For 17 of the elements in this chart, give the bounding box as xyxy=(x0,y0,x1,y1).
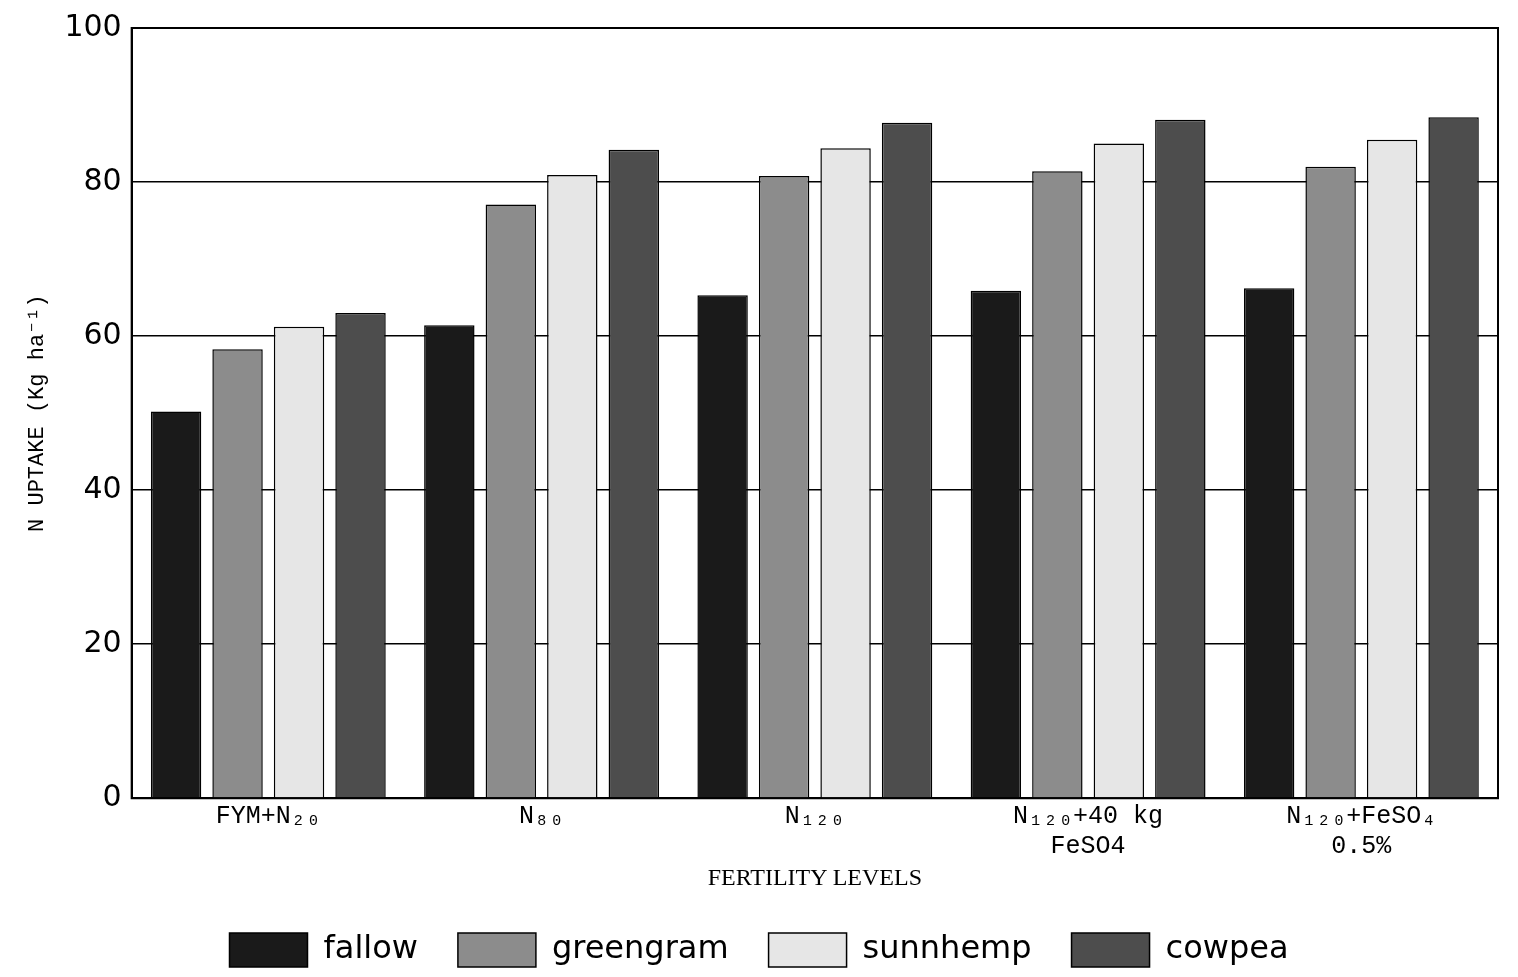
y-tick-label: 40 xyxy=(83,469,122,505)
y-tick-label: 0 xyxy=(102,778,122,813)
x-tick-label: FYM+N₂₀ xyxy=(215,801,321,831)
y-axis-title: N UPTAKE (Kg ha⁻¹) xyxy=(25,294,51,532)
y-tick-label: 60 xyxy=(83,315,122,351)
x-tick-label: N₁₂₀+FeSO₄ 0.5% xyxy=(1286,801,1437,861)
legend-label: fallow xyxy=(323,928,418,967)
y-tick-label: 80 xyxy=(83,161,122,197)
legend-label: cowpea xyxy=(1165,928,1289,967)
y-tick-label: 20 xyxy=(83,623,122,659)
x-tick-label: N₁₂₀ xyxy=(784,801,845,831)
x-tick-label: N₈₀ xyxy=(519,801,565,831)
legend-label: greengram xyxy=(551,928,729,967)
y-tick-label: 100 xyxy=(64,7,122,43)
x-tick-label: N₁₂₀+40 kg FeSO4 xyxy=(1013,801,1164,861)
legend-label: sunnhemp xyxy=(862,928,1032,967)
x-axis-title: FERTILITY LEVELS xyxy=(707,863,922,890)
